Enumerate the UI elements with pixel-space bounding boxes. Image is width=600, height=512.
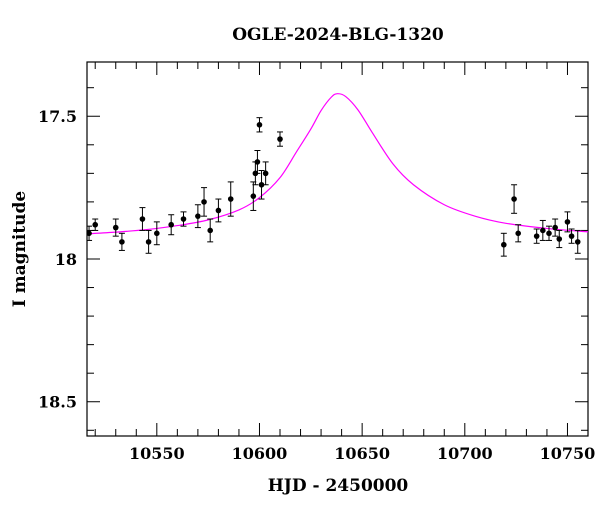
- data-point: [552, 218, 559, 237]
- point-marker: [250, 193, 257, 199]
- data-point: [201, 187, 208, 217]
- point-marker: [552, 224, 558, 231]
- data-point: [568, 228, 575, 244]
- axis-ticks: [87, 62, 589, 436]
- data-point: [533, 228, 540, 244]
- data-point: [168, 214, 175, 236]
- point-marker: [87, 230, 92, 237]
- point-marker: [207, 227, 213, 234]
- data-point: [153, 221, 160, 246]
- y-axis-label: I magnitude: [10, 191, 30, 308]
- data-point: [87, 225, 93, 241]
- point-marker: [515, 230, 521, 237]
- point-marker: [154, 230, 160, 237]
- data-point: [227, 181, 234, 217]
- point-marker: [540, 227, 546, 234]
- x-tick-label: 10700: [437, 444, 493, 463]
- y-tick-label: 18: [55, 250, 77, 269]
- data-point: [258, 169, 265, 200]
- point-marker: [139, 216, 146, 222]
- data-point: [256, 117, 263, 133]
- data-point: [511, 184, 518, 214]
- x-tick-label: 10600: [232, 444, 288, 463]
- point-marker: [258, 181, 265, 188]
- data-point: [277, 131, 284, 147]
- data-point: [112, 218, 119, 237]
- point-marker: [546, 230, 552, 237]
- point-marker: [262, 170, 269, 177]
- data-point: [515, 224, 522, 243]
- data-point: [215, 198, 222, 223]
- point-marker: [533, 233, 540, 239]
- point-marker: [568, 233, 575, 239]
- x-tick-label: 10750: [540, 444, 596, 463]
- x-tick-label: 10650: [334, 444, 390, 463]
- data-point: [564, 211, 571, 233]
- data-points: [87, 117, 581, 257]
- data-point: [207, 218, 214, 243]
- point-marker: [92, 221, 99, 228]
- point-marker: [256, 122, 263, 128]
- point-marker: [195, 213, 201, 219]
- data-point: [262, 161, 269, 186]
- point-marker: [145, 239, 152, 245]
- point-marker: [227, 196, 234, 202]
- point-marker: [119, 239, 125, 245]
- y-tick-label: 17.5: [38, 107, 77, 126]
- data-point: [250, 181, 257, 211]
- data-point: [545, 225, 552, 241]
- data-point: [139, 207, 146, 231]
- data-point: [556, 229, 563, 249]
- x-tick-label: 10550: [129, 444, 185, 463]
- data-point: [118, 232, 125, 251]
- data-point: [180, 211, 187, 227]
- point-marker: [556, 236, 563, 242]
- data-point: [500, 232, 507, 257]
- data-point: [92, 218, 99, 231]
- point-marker: [254, 159, 261, 165]
- point-marker: [277, 136, 283, 142]
- point-marker: [511, 196, 517, 202]
- data-point: [254, 150, 261, 174]
- point-marker: [215, 207, 222, 214]
- data-point: [539, 219, 546, 241]
- point-marker: [168, 221, 174, 228]
- point-marker: [112, 224, 119, 231]
- data-point: [574, 229, 581, 254]
- point-marker: [201, 199, 207, 205]
- data-point: [194, 204, 201, 229]
- y-tick-label: 18.5: [38, 393, 77, 412]
- tick-labels: 10550 10600 10650 10700 10750 17.5 18 18.5: [38, 107, 595, 463]
- chart-title: OGLE-2024-BLG-1320: [232, 25, 444, 45]
- point-marker: [501, 241, 507, 248]
- x-axis-label: HJD - 2450000: [268, 476, 409, 496]
- point-marker: [564, 219, 571, 225]
- plot-area: [86, 61, 589, 437]
- plot-frame: [86, 61, 589, 437]
- model-curve: [87, 93, 588, 235]
- point-marker: [574, 239, 581, 245]
- point-marker: [180, 216, 187, 222]
- data-point: [145, 229, 152, 254]
